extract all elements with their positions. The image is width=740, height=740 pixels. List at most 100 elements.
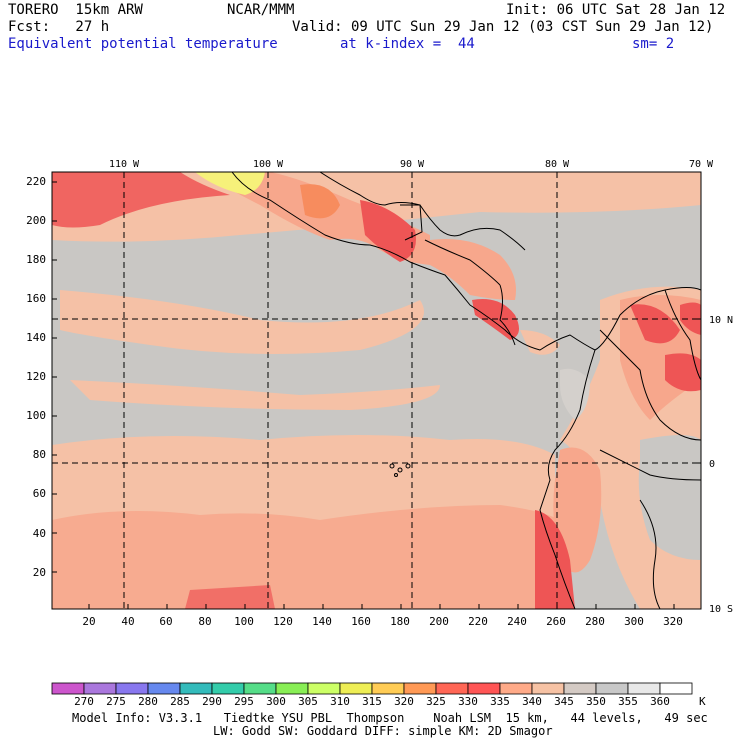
- south-america-west-coast: [539, 349, 596, 609]
- field-shading: [52, 172, 701, 609]
- colorbar-swatch: [51, 682, 85, 695]
- x-tick-200: 200: [429, 615, 449, 628]
- central-america-warm: [430, 239, 516, 300]
- y-tick-200: 200: [26, 214, 46, 227]
- init-time: Init: 06 UTC Sat 28 Jan 12: [506, 2, 726, 18]
- colorbar-swatch: [179, 682, 213, 695]
- y-tick-180: 180: [26, 253, 46, 266]
- colorbar: [51, 682, 693, 695]
- colorbar-label: 360: [650, 695, 670, 708]
- mexico-orange: [300, 184, 340, 219]
- lon-label-110w: 110 W: [109, 159, 140, 170]
- colorbar-label: 355: [618, 695, 638, 708]
- y-tick-20: 20: [33, 566, 46, 579]
- colorbar-label: 335: [490, 695, 510, 708]
- colorbar-label: 315: [362, 695, 382, 708]
- colorbar-swatch: [371, 682, 405, 695]
- x-tick-100: 100: [234, 615, 254, 628]
- lon-label-80w: 80 W: [545, 159, 570, 170]
- ecuador-border: [599, 449, 701, 481]
- colorbar-swatch: [467, 682, 501, 695]
- x-tick-120: 120: [273, 615, 293, 628]
- andes-gray: [560, 368, 590, 420]
- smoothing-info: sm= 2: [632, 36, 675, 52]
- lat-label-10s: 10 S: [709, 604, 733, 615]
- colorbar-label: 275: [106, 695, 126, 708]
- colorbar-swatch: [211, 682, 245, 695]
- northwest-red: [52, 172, 230, 228]
- lon-label-100w: 100 W: [253, 159, 284, 170]
- colorbar-label: 280: [138, 695, 158, 708]
- forecast-hour: Fcst: 27 h: [8, 19, 110, 35]
- lat-label-10n: 10 N: [709, 315, 733, 326]
- lon-label-70w: 70 W: [689, 159, 714, 170]
- x-tick-20: 20: [82, 615, 95, 628]
- galapagos-island-1: [389, 463, 395, 469]
- colorbar-label: 330: [458, 695, 478, 708]
- colorbar-swatch: [275, 682, 309, 695]
- coastlines: [231, 172, 701, 609]
- colorbar-label: 295: [234, 695, 254, 708]
- x-tick-300: 300: [624, 615, 644, 628]
- field-name: Equivalent potential temperature: [8, 36, 278, 52]
- yellow-patch: [195, 172, 265, 195]
- tick-marks: [52, 172, 702, 609]
- colorbar-swatch: [403, 682, 437, 695]
- nicaragua-border: [499, 284, 516, 346]
- colorbar-swatch: [531, 682, 565, 695]
- colorbar-swatch: [83, 682, 117, 695]
- x-tick-40: 40: [121, 615, 134, 628]
- amazon-gray: [638, 435, 701, 560]
- x-tick-280: 280: [585, 615, 605, 628]
- y-tick-80: 80: [33, 448, 46, 461]
- footer-physics-info: LW: Godd SW: Goddard DIFF: simple KM: 2D…: [213, 724, 553, 738]
- colorbar-labels: 270 275 280 285 290 295 300 305 310 315 320 325 330 3…: [74, 695, 670, 708]
- colorbar-label: 325: [426, 695, 446, 708]
- ecuador-peru-salmon: [553, 447, 602, 573]
- colorbar-swatch: [147, 682, 181, 695]
- colorbar-swatch: [595, 682, 629, 695]
- y-tick-140: 140: [26, 331, 46, 344]
- y-tick-120: 120: [26, 370, 46, 383]
- footer-model-info: Model Info: V3.3.1 Tiedtke YSU PBL Thomp…: [72, 711, 708, 725]
- mexico-coast-warm: [52, 172, 430, 265]
- x-tick-labels: 20 40 60 80 100 120 140 160 180 200 220 …: [82, 615, 683, 628]
- colorbar-swatch: [435, 682, 469, 695]
- colorbar-swatch: [307, 682, 341, 695]
- guatemala-border: [400, 204, 423, 241]
- pacific-coastline: [231, 172, 701, 351]
- model-title: TORERO 15km ARW: [8, 2, 143, 18]
- guatemala-red: [360, 200, 416, 262]
- lon-label-90w: 90 W: [400, 159, 425, 170]
- level-info: at k-index = 44: [340, 36, 475, 52]
- colorbar-unit: K: [699, 695, 706, 708]
- y-tick-60: 60: [33, 487, 46, 500]
- x-tick-140: 140: [312, 615, 332, 628]
- honduras-border: [424, 239, 501, 286]
- colorbar-label: 350: [586, 695, 606, 708]
- venezuela-red: [680, 302, 701, 335]
- y-tick-100: 100: [26, 409, 46, 422]
- venezuela-border: [664, 289, 701, 381]
- colorbar-label: 340: [522, 695, 542, 708]
- x-tick-180: 180: [390, 615, 410, 628]
- colorbar-swatch: [627, 682, 661, 695]
- lat-label-0: 0: [709, 459, 715, 470]
- x-tick-240: 240: [507, 615, 527, 628]
- southern-salmon: [52, 505, 560, 609]
- panama-peach: [520, 330, 560, 355]
- colorbar-label: 285: [170, 695, 190, 708]
- colorbar-swatch: [499, 682, 533, 695]
- x-tick-320: 320: [663, 615, 683, 628]
- colombia-red-1: [630, 304, 680, 344]
- x-tick-260: 260: [546, 615, 566, 628]
- map-frame: [51, 171, 702, 610]
- colombia-red-2: [665, 353, 701, 392]
- organization: NCAR/MMM: [227, 2, 295, 18]
- colorbar-swatch: [339, 682, 373, 695]
- ocean-patch-1: [60, 290, 424, 354]
- graticule: [52, 172, 701, 609]
- x-tick-160: 160: [351, 615, 371, 628]
- colorbar-label: 300: [266, 695, 286, 708]
- y-tick-labels: 20 40 60 80 100 120 140 160 180 200 220: [26, 175, 46, 579]
